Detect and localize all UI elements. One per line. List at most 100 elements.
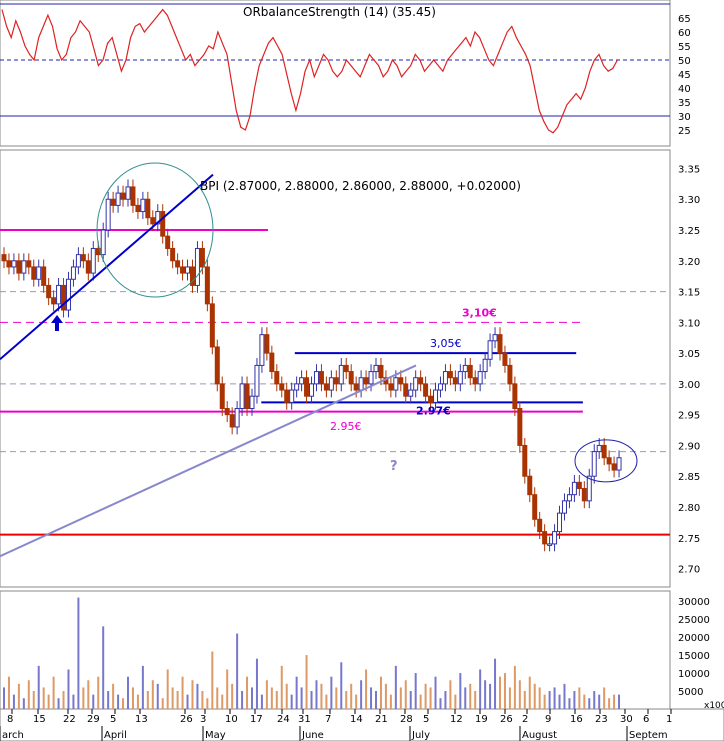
candle-body: [229, 414, 235, 428]
x-tick-label: 8: [7, 714, 13, 725]
volume-bar: [389, 694, 392, 709]
volume-bar: [82, 687, 85, 709]
price-tick-label: 2.80: [678, 503, 700, 514]
volume-bar: [131, 687, 134, 709]
candle-body: [199, 247, 205, 268]
candle-body: [472, 377, 478, 385]
candle-body: [239, 383, 245, 410]
candle-body: [561, 500, 567, 514]
volume-bar: [102, 626, 105, 709]
volume-tick-label: 15000: [678, 651, 710, 662]
price-panel-frame: [0, 149, 671, 588]
volume-bar: [52, 676, 55, 709]
rsi-tick-label: 55: [678, 42, 691, 53]
volume-bar: [141, 665, 144, 709]
candle-body: [234, 408, 240, 428]
month-label: July: [411, 730, 430, 741]
candle-body: [591, 451, 597, 477]
candle-body: [26, 260, 32, 268]
volume-bar: [12, 694, 15, 709]
volume-bar: [47, 694, 50, 709]
candle-body: [442, 371, 448, 385]
rsi-panel-frame: [0, 0, 671, 147]
candle-body: [338, 364, 344, 385]
rsi-tick-label: 30: [678, 112, 691, 123]
candle-body: [373, 364, 379, 373]
x-tick-label: 26: [180, 714, 193, 725]
candle-body: [214, 346, 220, 385]
rsi-tick-label: 65: [678, 14, 691, 25]
candle-body: [482, 358, 488, 373]
volume-bar: [7, 676, 10, 709]
volume-bar: [310, 691, 313, 709]
candle-body: [611, 463, 617, 471]
candle-body: [219, 383, 225, 410]
price-layer: 3.35 3.30 3.25 3.20 3.15 3.10 3.05 3.00 2.95 2.90…: [0, 162, 700, 576]
candle-body: [467, 364, 473, 379]
candle-body: [601, 444, 607, 459]
volume-bar: [246, 676, 249, 709]
candle-body: [527, 475, 533, 496]
rsi-series-line: [1, 8, 618, 134]
x-tick-label: 31: [298, 714, 311, 725]
x-tick-label: 7: [325, 714, 331, 725]
candle-body: [537, 518, 543, 533]
volume-bar: [340, 662, 343, 709]
support-trend-line: [0, 364, 417, 558]
volume-bar: [429, 687, 432, 709]
volume-bar: [394, 665, 397, 709]
volume-bar: [72, 694, 75, 709]
candle-body: [160, 211, 166, 237]
price-annotation-label: ?: [390, 459, 398, 474]
volume-bar: [543, 694, 546, 709]
x-axis-layer: 8 15 22 29 5 13 26 3 10 17 24 31 7 14 21 28 5 12 19 26 2 9 16 2…: [0, 709, 672, 741]
candle-body: [517, 408, 523, 446]
x-tick-label: 9: [545, 714, 551, 725]
candle-body: [46, 284, 52, 299]
candle-body: [185, 266, 191, 274]
candle-body: [433, 389, 439, 403]
candle-body: [492, 334, 498, 342]
x-tick-label: 15: [33, 714, 46, 725]
candle-body: [522, 444, 528, 477]
volume-bar: [355, 694, 358, 709]
candle-body: [532, 494, 538, 520]
volume-bar: [613, 694, 616, 709]
volume-bar: [161, 698, 164, 709]
x-tick-label: 5: [110, 714, 116, 725]
month-label: June: [301, 730, 324, 741]
x-tick-label: 1: [666, 714, 672, 725]
volume-bar: [538, 687, 541, 709]
rsi-tick-label: 25: [678, 126, 691, 137]
candle-body: [110, 198, 116, 206]
volume-layer: 30000 25000 20000 15000 10000 5000: [3, 597, 710, 709]
candle-body: [542, 531, 548, 545]
candle-body: [16, 260, 22, 274]
x-tick-label: 26: [500, 714, 513, 725]
candle-body: [21, 260, 27, 274]
volume-bar: [553, 687, 556, 709]
price-annotation-label: 3,10€: [462, 306, 497, 319]
candle-body: [294, 383, 300, 391]
candle-body: [115, 192, 121, 206]
candle-body: [447, 371, 453, 379]
volume-bar: [484, 680, 487, 709]
x-tick-label: 23: [595, 714, 608, 725]
volume-bar: [255, 658, 258, 709]
candle-body: [398, 377, 404, 385]
candle-body: [130, 186, 136, 206]
candle-body: [289, 389, 295, 403]
volume-bar: [315, 680, 318, 709]
x-tick-label: 2: [522, 714, 528, 725]
volume-bar: [285, 683, 288, 709]
candle-body: [566, 494, 572, 502]
x-tick-label: 12: [450, 714, 463, 725]
volume-tick-label: 30000: [678, 597, 710, 608]
month-label: arch: [2, 730, 24, 741]
volume-bar: [151, 680, 154, 709]
volume-bar: [270, 687, 273, 709]
volume-bar: [300, 687, 303, 709]
rsi-tick-label: 45: [678, 70, 691, 81]
volume-bar: [265, 680, 268, 709]
